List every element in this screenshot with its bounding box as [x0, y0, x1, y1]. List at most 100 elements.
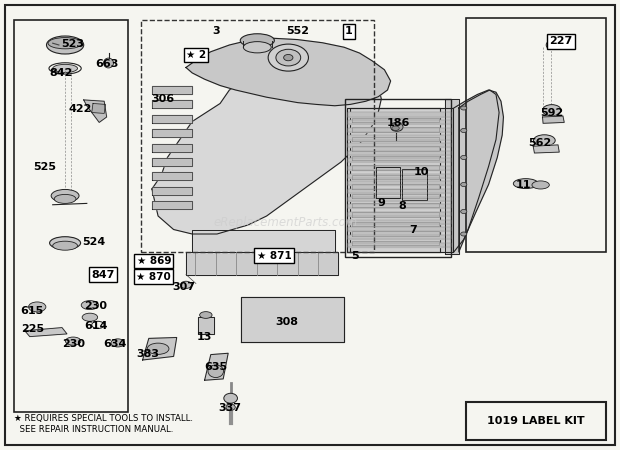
Ellipse shape	[542, 105, 561, 116]
Polygon shape	[205, 353, 228, 380]
Polygon shape	[352, 194, 439, 198]
Ellipse shape	[391, 122, 403, 131]
Ellipse shape	[111, 339, 125, 347]
Polygon shape	[454, 90, 503, 252]
Polygon shape	[348, 189, 451, 193]
Polygon shape	[352, 222, 439, 226]
Text: 7: 7	[410, 225, 417, 235]
Text: 5: 5	[351, 251, 358, 261]
Ellipse shape	[243, 42, 272, 53]
Polygon shape	[352, 118, 439, 122]
Ellipse shape	[148, 343, 169, 355]
Polygon shape	[152, 172, 192, 180]
Text: 634: 634	[103, 339, 126, 349]
Polygon shape	[350, 108, 440, 252]
Polygon shape	[348, 143, 451, 147]
Text: 615: 615	[20, 306, 44, 315]
Polygon shape	[348, 181, 451, 185]
Polygon shape	[152, 129, 192, 137]
Polygon shape	[533, 145, 559, 153]
Polygon shape	[84, 100, 107, 122]
Text: 562: 562	[528, 138, 551, 148]
Polygon shape	[348, 158, 451, 162]
Text: 186: 186	[387, 118, 410, 128]
Ellipse shape	[104, 58, 113, 68]
Text: 307: 307	[172, 282, 196, 292]
Text: 847: 847	[91, 270, 115, 279]
Ellipse shape	[461, 106, 467, 110]
Ellipse shape	[51, 189, 79, 202]
Text: 525: 525	[33, 162, 56, 171]
Ellipse shape	[461, 232, 467, 236]
Polygon shape	[241, 297, 344, 342]
Ellipse shape	[276, 50, 301, 66]
Ellipse shape	[48, 38, 82, 49]
Polygon shape	[402, 169, 427, 200]
Ellipse shape	[53, 64, 78, 72]
Ellipse shape	[461, 129, 467, 132]
Ellipse shape	[53, 241, 78, 250]
Text: 523: 523	[61, 39, 85, 49]
Ellipse shape	[533, 135, 556, 146]
Polygon shape	[352, 156, 439, 160]
Text: 663: 663	[95, 59, 119, 69]
Polygon shape	[348, 112, 451, 117]
Text: 306: 306	[151, 94, 175, 104]
Polygon shape	[348, 243, 451, 247]
Polygon shape	[445, 99, 459, 254]
Polygon shape	[348, 204, 451, 208]
Polygon shape	[347, 108, 453, 252]
Polygon shape	[352, 165, 439, 170]
Polygon shape	[152, 187, 192, 195]
Text: 337: 337	[218, 403, 241, 413]
Text: 614: 614	[84, 321, 108, 331]
Polygon shape	[152, 144, 192, 152]
Polygon shape	[152, 86, 192, 94]
Polygon shape	[348, 227, 451, 231]
Polygon shape	[352, 203, 439, 207]
Text: 842: 842	[49, 68, 73, 78]
Text: 635: 635	[204, 362, 228, 372]
Polygon shape	[352, 175, 439, 179]
Ellipse shape	[82, 313, 97, 321]
Text: 1: 1	[345, 27, 353, 36]
Ellipse shape	[461, 156, 467, 159]
Text: ★ 871: ★ 871	[257, 251, 291, 261]
Polygon shape	[352, 146, 439, 151]
Polygon shape	[352, 137, 439, 141]
Ellipse shape	[546, 40, 557, 50]
Polygon shape	[186, 38, 391, 106]
Ellipse shape	[50, 237, 81, 249]
Polygon shape	[25, 328, 67, 337]
Polygon shape	[152, 201, 192, 209]
Text: 230: 230	[61, 339, 85, 349]
Ellipse shape	[224, 393, 237, 403]
Polygon shape	[152, 58, 381, 234]
Bar	[141, 20, 374, 252]
Text: 9: 9	[378, 198, 385, 208]
Polygon shape	[348, 120, 451, 124]
Polygon shape	[152, 158, 192, 166]
Bar	[466, 402, 606, 440]
Polygon shape	[348, 128, 451, 132]
Ellipse shape	[55, 194, 76, 203]
Text: 8: 8	[398, 201, 405, 211]
Text: ★ 2: ★ 2	[186, 50, 206, 60]
Text: ★ 870: ★ 870	[136, 272, 171, 282]
Polygon shape	[352, 184, 439, 189]
Ellipse shape	[513, 179, 538, 189]
Text: 383: 383	[136, 349, 159, 359]
Text: 1019 LABEL KIT: 1019 LABEL KIT	[487, 416, 585, 426]
Polygon shape	[198, 317, 214, 334]
Text: 230: 230	[84, 301, 108, 311]
Ellipse shape	[180, 281, 192, 288]
Polygon shape	[152, 100, 192, 108]
Ellipse shape	[461, 183, 467, 186]
Text: 3: 3	[212, 27, 219, 36]
Ellipse shape	[532, 181, 549, 189]
Text: 592: 592	[540, 108, 564, 118]
Polygon shape	[348, 166, 451, 170]
Polygon shape	[348, 135, 451, 140]
Bar	[14, 20, 128, 412]
Ellipse shape	[268, 44, 309, 71]
